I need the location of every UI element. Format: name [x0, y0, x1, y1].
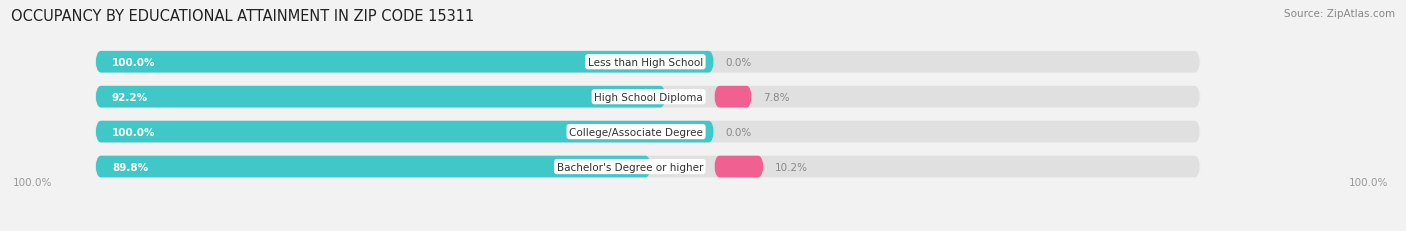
Text: 7.8%: 7.8% [763, 92, 790, 102]
Text: 100.0%: 100.0% [1348, 177, 1388, 187]
Text: College/Associate Degree: College/Associate Degree [569, 127, 703, 137]
Text: High School Diploma: High School Diploma [595, 92, 703, 102]
FancyBboxPatch shape [96, 156, 1201, 178]
Text: 100.0%: 100.0% [112, 58, 156, 67]
Text: Source: ZipAtlas.com: Source: ZipAtlas.com [1284, 9, 1395, 19]
FancyBboxPatch shape [96, 121, 1201, 143]
Text: 10.2%: 10.2% [775, 162, 807, 172]
Text: Bachelor's Degree or higher: Bachelor's Degree or higher [557, 162, 703, 172]
FancyBboxPatch shape [714, 156, 763, 178]
Text: 89.8%: 89.8% [112, 162, 148, 172]
FancyBboxPatch shape [96, 52, 1201, 73]
Text: OCCUPANCY BY EDUCATIONAL ATTAINMENT IN ZIP CODE 15311: OCCUPANCY BY EDUCATIONAL ATTAINMENT IN Z… [11, 9, 474, 24]
Text: 100.0%: 100.0% [13, 177, 52, 187]
FancyBboxPatch shape [96, 121, 714, 143]
FancyBboxPatch shape [714, 86, 752, 108]
FancyBboxPatch shape [96, 156, 651, 178]
Text: 0.0%: 0.0% [725, 58, 751, 67]
Text: 100.0%: 100.0% [112, 127, 156, 137]
FancyBboxPatch shape [96, 52, 714, 73]
FancyBboxPatch shape [96, 86, 1201, 108]
Text: 92.2%: 92.2% [112, 92, 148, 102]
FancyBboxPatch shape [96, 86, 666, 108]
Text: 0.0%: 0.0% [725, 127, 751, 137]
Text: Less than High School: Less than High School [588, 58, 703, 67]
